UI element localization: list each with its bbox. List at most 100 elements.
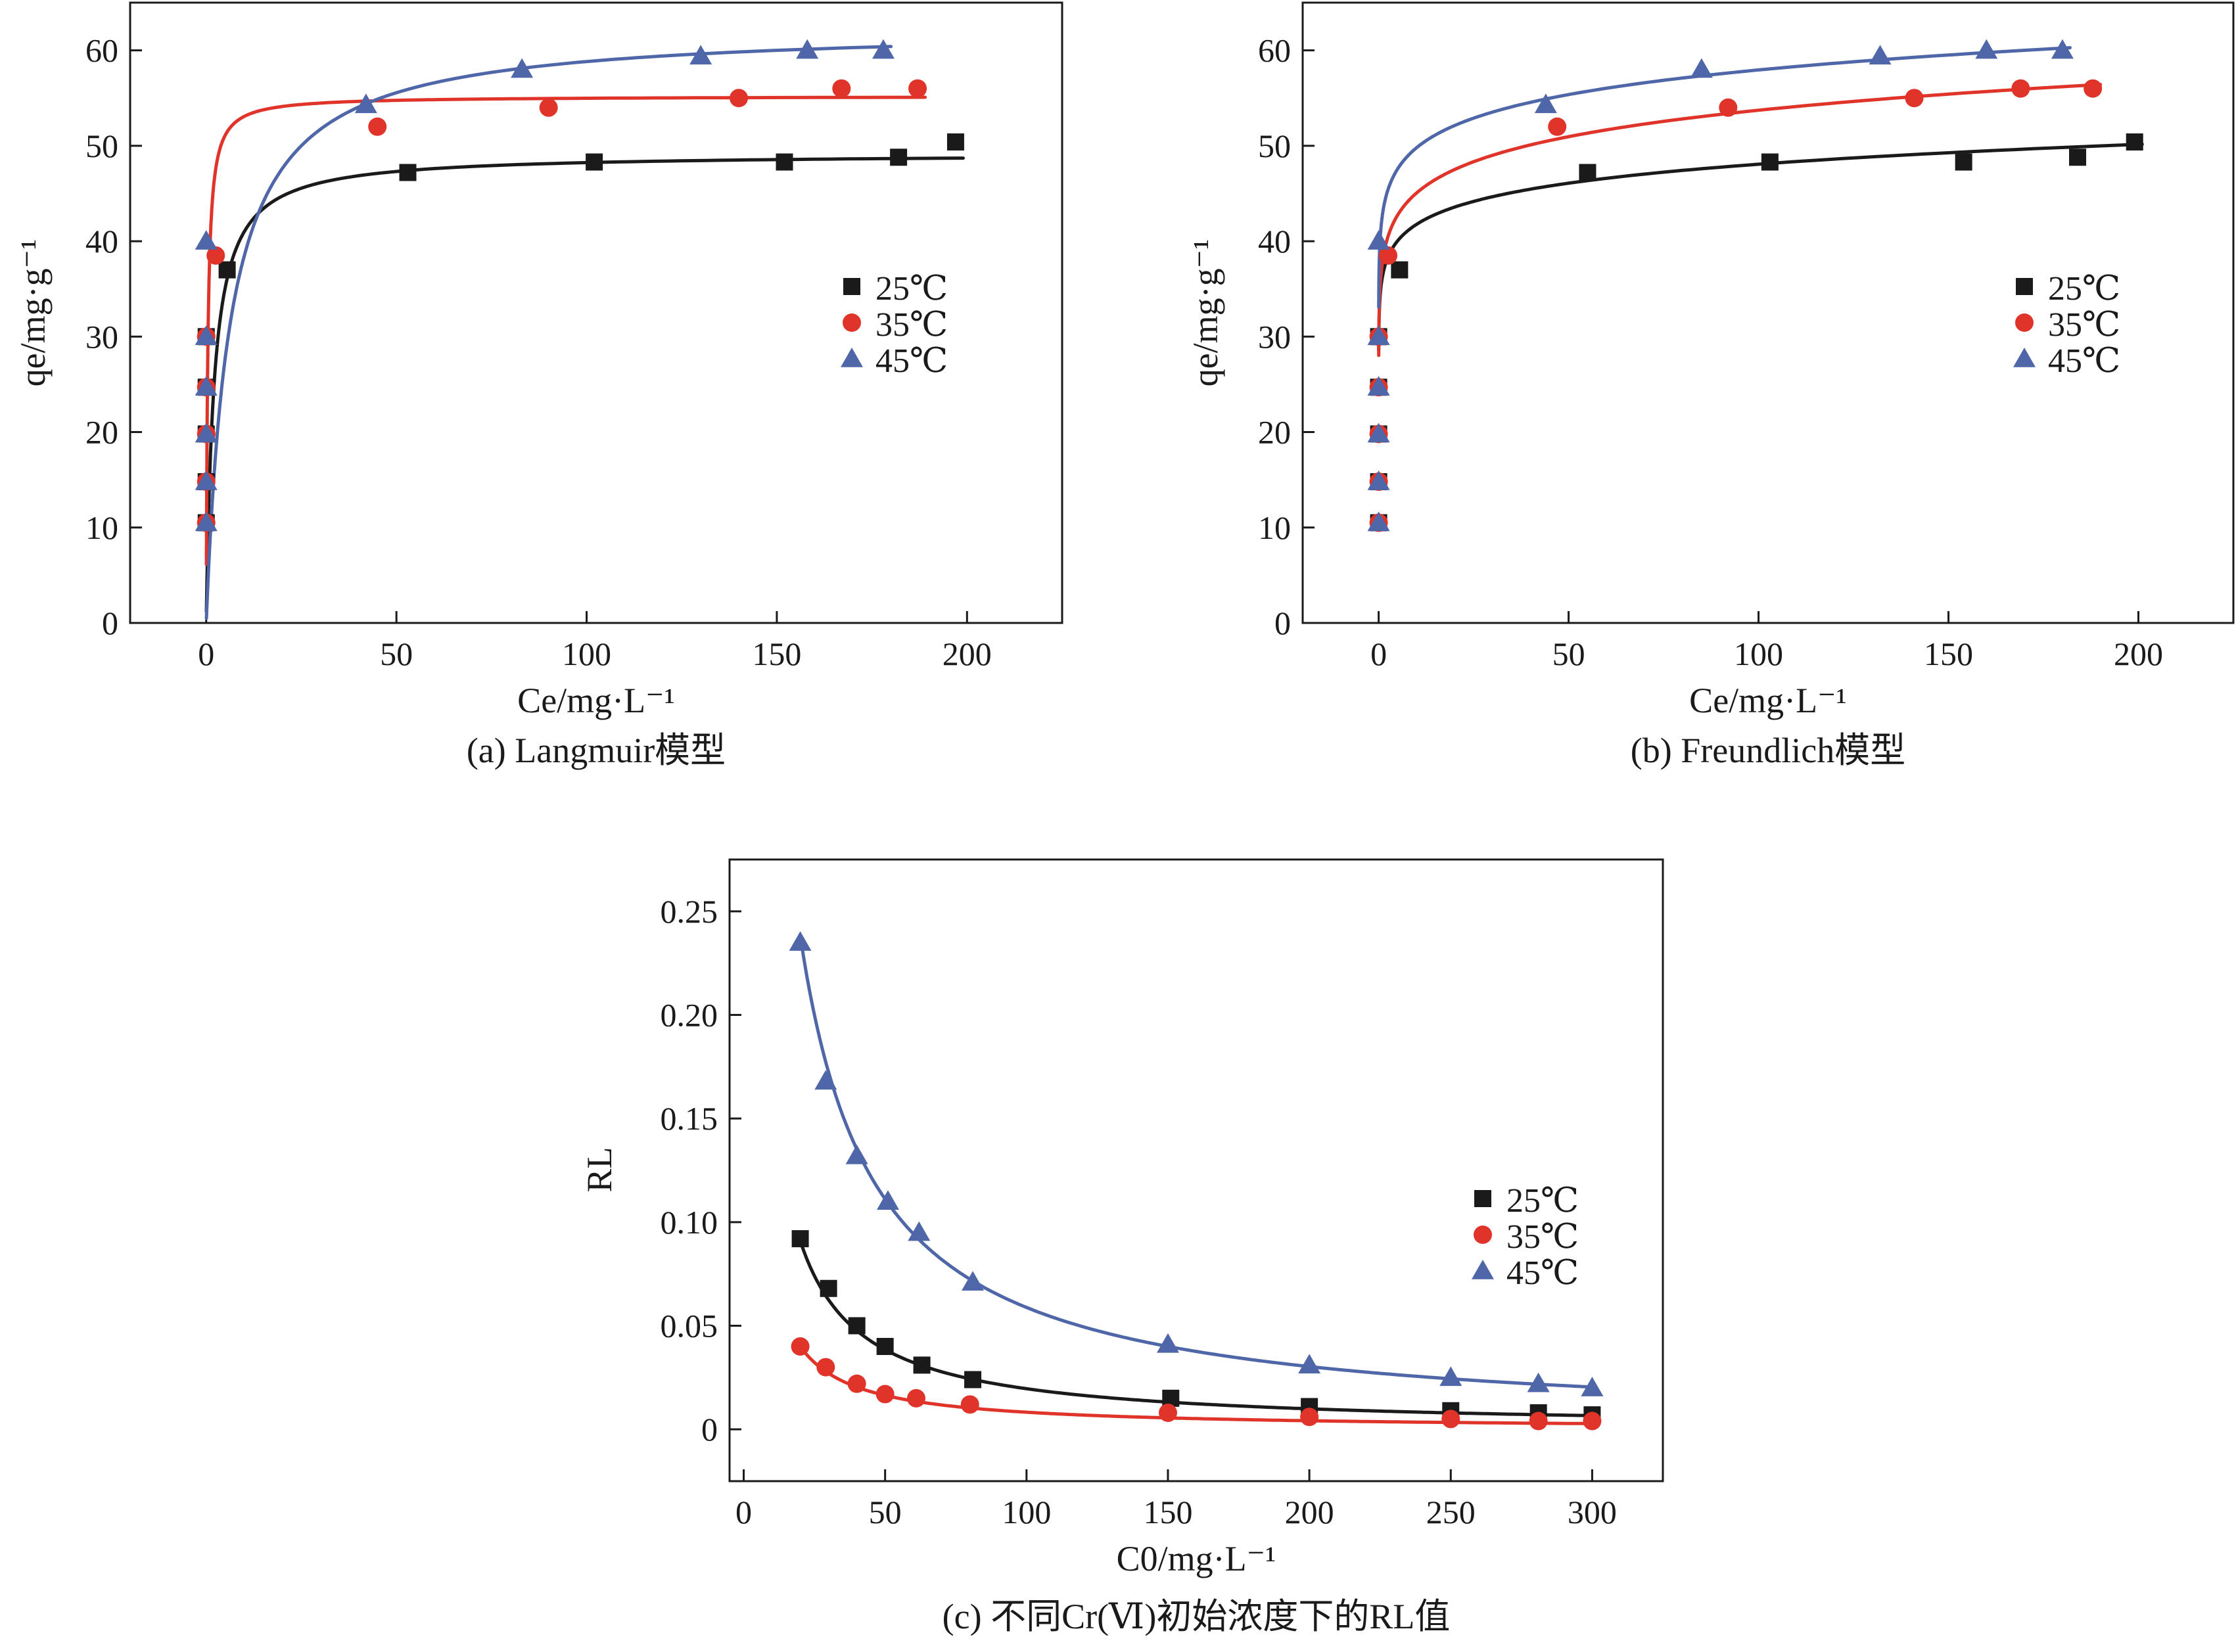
y-tick-label: 30 <box>1258 318 1291 355</box>
x-tick-label: 200 <box>1285 1494 1334 1530</box>
data-point <box>876 1190 899 1210</box>
panel-c-legend: 25℃35℃45℃ <box>1472 1182 1579 1292</box>
panel-a-caption: (a) Langmuir模型 <box>467 731 726 770</box>
fit-curve-45℃ <box>1377 46 2072 309</box>
legend-marker-circle <box>2015 313 2034 332</box>
data-point <box>1367 325 1390 346</box>
legend-marker-square <box>843 278 860 295</box>
data-point <box>195 325 218 346</box>
data-point <box>2084 79 2103 98</box>
data-point <box>689 45 712 65</box>
data-point <box>1367 511 1390 532</box>
data-point <box>960 1395 979 1414</box>
data-point <box>1719 98 1738 117</box>
data-point <box>1439 1366 1462 1387</box>
data-point <box>820 1279 837 1297</box>
data-point <box>1162 1389 1180 1407</box>
data-point <box>195 470 218 490</box>
x-tick-label: 100 <box>562 635 611 672</box>
data-point <box>1379 246 1398 265</box>
data-point <box>791 1230 809 1248</box>
legend-item: 35℃ <box>1474 1218 1579 1256</box>
legend-item: 35℃ <box>2015 306 2120 344</box>
legend-item: 25℃ <box>2016 270 2120 308</box>
data-point <box>907 1388 925 1408</box>
data-point <box>908 79 927 98</box>
legend-label: 45℃ <box>1506 1254 1579 1292</box>
data-point <box>1579 164 1596 181</box>
legend-label: 35℃ <box>2048 306 2120 344</box>
panel-a-y-axis-label: qe/mg·g⁻¹ <box>13 239 53 387</box>
legend-marker-triangle <box>2013 348 2036 367</box>
x-tick-label: 200 <box>2114 635 2163 672</box>
y-tick-label: 10 <box>1258 509 1291 546</box>
data-point <box>964 1371 982 1388</box>
data-point <box>1548 117 1567 136</box>
data-point <box>791 1337 810 1356</box>
panel-b-freundlich: 0 50 100 150 200 0 10 20 30 40 50 60 25℃35℃45℃ Ce/m… <box>1186 1 2235 770</box>
panel-a-langmuir: 0 50 100 150 200 0 10 20 30 40 50 60 25℃35℃45℃ Ce/m… <box>13 1 1063 770</box>
y-tick-label: 60 <box>1258 32 1291 69</box>
x-tick-label: 0 <box>735 1494 752 1530</box>
data-point <box>2126 133 2143 151</box>
fit-curve-25℃ <box>204 156 965 614</box>
panel-a-data-points <box>195 39 964 532</box>
data-point <box>2011 79 2030 98</box>
y-tick-label: 0.15 <box>661 1100 718 1137</box>
y-tick-label: 40 <box>1258 223 1291 260</box>
fit-curve-45℃ <box>799 934 1594 1389</box>
x-tick-label: 300 <box>1568 1494 1617 1530</box>
panel-b-x-axis-label: Ce/mg·L⁻¹ <box>1689 681 1847 720</box>
x-tick-label: 200 <box>943 635 992 672</box>
legend-label: 35℃ <box>875 306 948 344</box>
data-point <box>946 133 964 151</box>
data-point <box>908 1221 931 1241</box>
data-point <box>1367 423 1390 443</box>
data-point <box>218 261 236 279</box>
panel-b-plot-frame <box>1301 1 2235 624</box>
data-point <box>1975 39 1998 59</box>
panel-b-axis-ticks: 0 50 100 150 200 0 10 20 30 40 50 60 <box>1258 32 2163 672</box>
legend-marker-square <box>1474 1190 1491 1207</box>
data-point <box>1367 376 1390 396</box>
data-point <box>1158 1403 1177 1422</box>
legend-marker-circle <box>843 313 861 332</box>
data-point <box>1869 45 1892 65</box>
x-tick-label: 50 <box>1552 635 1585 672</box>
data-point <box>814 1070 837 1090</box>
legend-marker-triangle <box>1472 1260 1494 1279</box>
data-point <box>1527 1372 1550 1392</box>
legend-marker-square <box>2016 278 2033 295</box>
y-tick-label: 50 <box>85 127 118 164</box>
data-point <box>832 79 851 98</box>
data-point <box>816 1358 835 1377</box>
data-point <box>1529 1411 1548 1431</box>
x-tick-label: 100 <box>1002 1494 1051 1530</box>
y-tick-label: 20 <box>85 414 118 451</box>
y-tick-label: 10 <box>85 509 118 546</box>
legend-label: 25℃ <box>875 270 948 308</box>
data-point <box>890 149 908 166</box>
data-point <box>1300 1408 1319 1427</box>
data-point <box>2051 39 2074 59</box>
legend-marker-circle <box>1474 1226 1492 1244</box>
x-tick-label: 50 <box>869 1494 902 1530</box>
x-tick-label: 50 <box>380 635 413 672</box>
panel-b-caption: (b) Freundlich模型 <box>1631 731 1905 770</box>
data-point <box>399 164 417 181</box>
fit-curve-25℃ <box>799 1239 1594 1417</box>
data-point <box>1690 58 1713 78</box>
panel-c-fit-curves <box>799 934 1594 1425</box>
fit-curve-35℃ <box>799 1344 1594 1425</box>
panel-c-axis-ticks: 0 50 100 150 200 250 300 0 0.05 0.10 0.15 0.20 0.25 <box>661 893 1617 1530</box>
panel-c-caption: (c) 不同Cr(Ⅵ)初始浓度下的RL值 <box>943 1597 1451 1636</box>
y-tick-label: 20 <box>1258 414 1291 451</box>
y-tick-label: 0 <box>1274 605 1291 641</box>
x-tick-label: 250 <box>1426 1494 1476 1530</box>
legend-item: 25℃ <box>843 270 948 308</box>
panel-a-axis-ticks: 0 50 100 150 200 0 10 20 30 40 50 60 <box>85 32 992 672</box>
data-point <box>511 58 534 78</box>
data-point <box>586 153 603 171</box>
legend-label: 25℃ <box>2048 270 2120 308</box>
data-point <box>1298 1354 1321 1374</box>
